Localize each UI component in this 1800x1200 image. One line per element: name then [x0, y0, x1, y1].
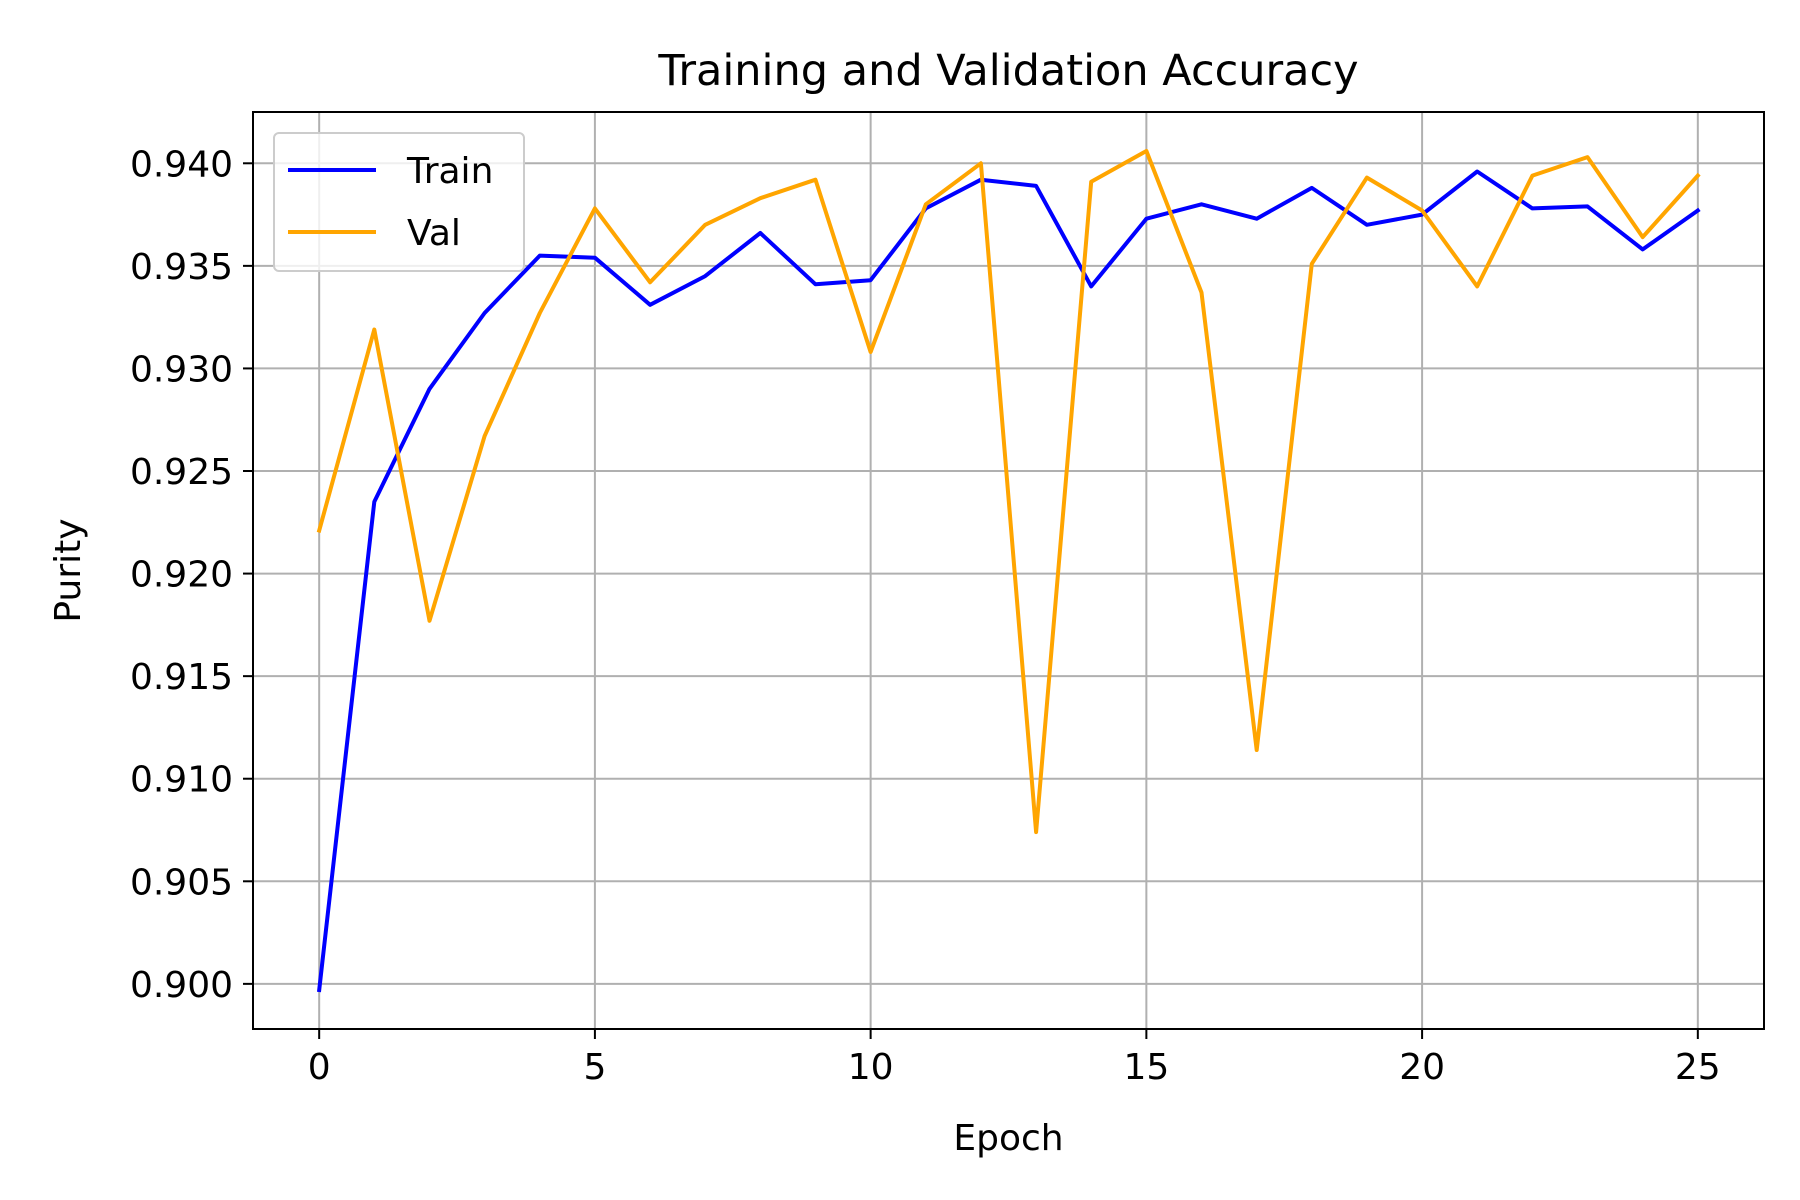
- legend-box: [273, 132, 525, 272]
- x-tick-label: 25: [1675, 1047, 1721, 1088]
- y-axis-ticks: 0.900 0.905 0.910 0.915 0.920 0.925 0.930 0.935…: [130, 144, 253, 1006]
- grid: [253, 112, 1764, 1029]
- x-tick-label: 10: [848, 1047, 894, 1088]
- x-tick-label: 20: [1399, 1047, 1445, 1088]
- y-tick-label: 0.915: [130, 657, 233, 698]
- chart-title: Training and Validation Accuracy: [657, 46, 1358, 96]
- x-tick-label: 15: [1123, 1047, 1169, 1088]
- plot-frame: [252, 111, 1765, 1030]
- y-tick-label: 0.940: [130, 144, 233, 185]
- series-line-val: [316, 149, 1701, 835]
- y-tick-label: 0.900: [130, 965, 233, 1006]
- y-tick-label: 0.935: [130, 247, 233, 288]
- y-tick-label: 0.920: [130, 555, 233, 596]
- y-tick-label: 0.930: [130, 349, 233, 390]
- y-tick-label: 0.905: [130, 862, 233, 903]
- legend-label-train: Train: [406, 151, 493, 192]
- x-axis-label: Epoch: [953, 1118, 1063, 1159]
- legend-label-val: Val: [407, 213, 461, 254]
- y-tick-label: 0.910: [130, 760, 233, 801]
- series-line-train: [316, 169, 1701, 993]
- x-tick-label: 0: [308, 1047, 331, 1088]
- legend: Train Val: [273, 132, 525, 272]
- y-axis-label: Purity: [48, 518, 89, 622]
- series-lines: [316, 149, 1701, 993]
- x-axis-ticks: 0 5 10 15 20 25: [308, 1029, 1721, 1088]
- x-tick-label: 5: [583, 1047, 606, 1088]
- y-tick-label: 0.925: [130, 452, 233, 493]
